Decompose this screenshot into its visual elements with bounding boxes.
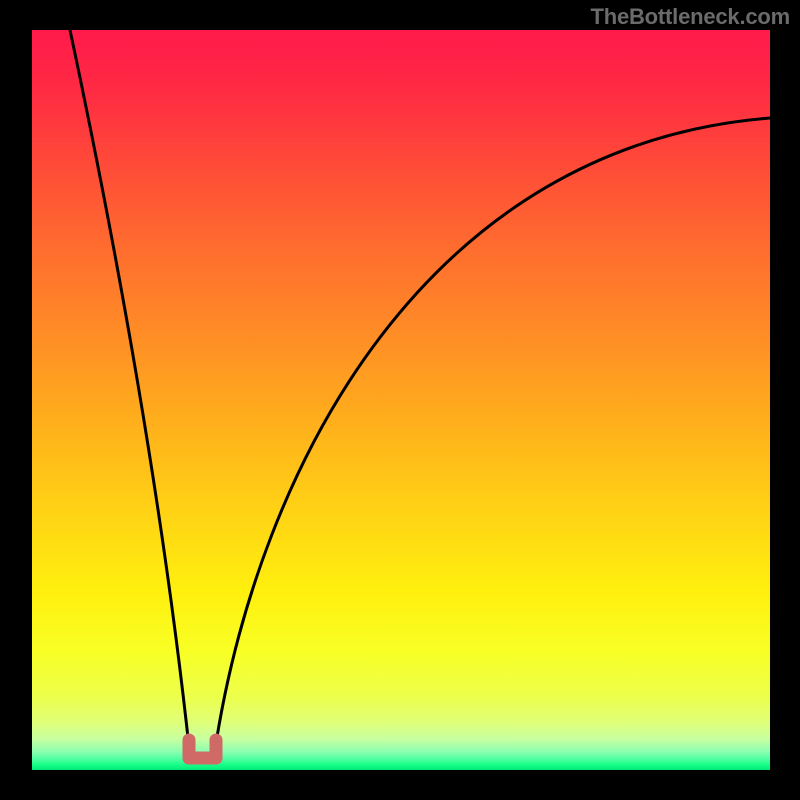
chart-container: TheBottleneck.com <box>0 0 800 800</box>
watermark-text: TheBottleneck.com <box>590 4 790 30</box>
gradient-background <box>32 30 770 770</box>
plot-area <box>32 30 770 770</box>
plot-svg <box>32 30 770 770</box>
